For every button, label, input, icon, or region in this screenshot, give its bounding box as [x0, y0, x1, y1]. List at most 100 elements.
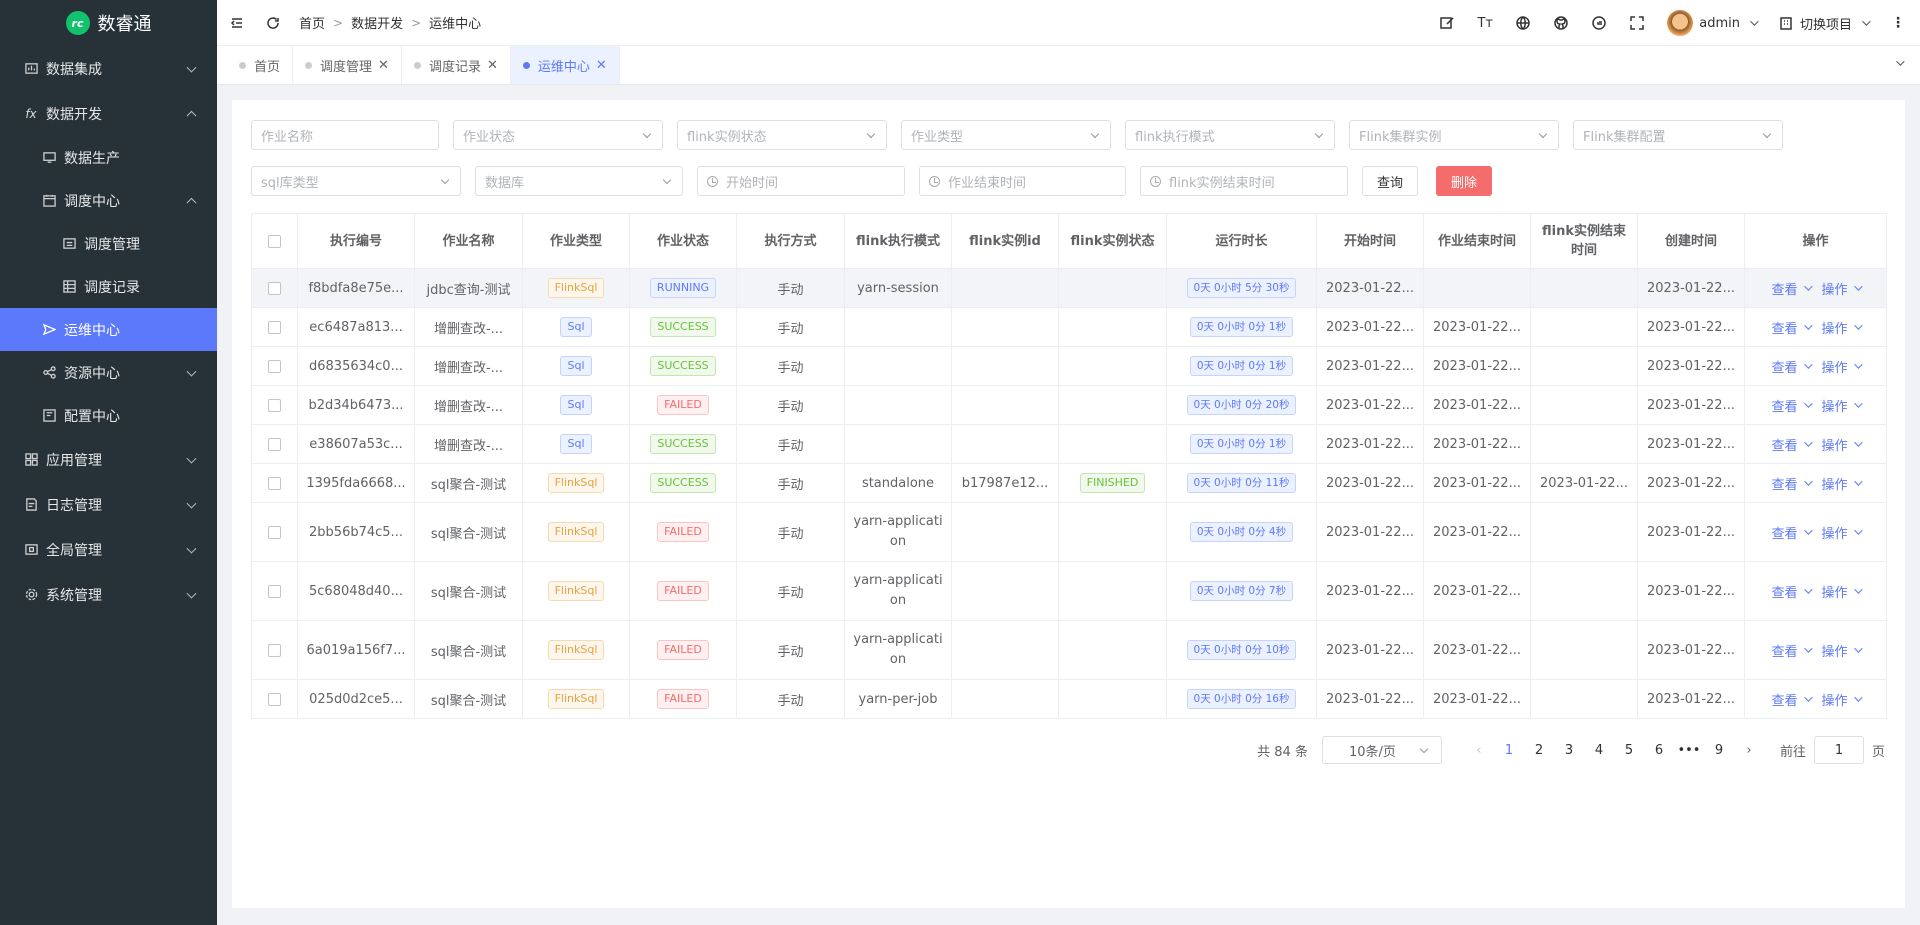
page-number[interactable]: 9: [1714, 742, 1724, 758]
query-button[interactable]: 查询: [1362, 166, 1419, 196]
actions-dropdown[interactable]: 操作: [1822, 435, 1863, 454]
sql-db-type-select[interactable]: sql库类型: [251, 166, 461, 196]
page-size-select[interactable]: 10条/页: [1321, 736, 1442, 764]
sidebar-item-config-center[interactable]: 配置中心: [0, 394, 217, 437]
language-icon[interactable]: [1515, 15, 1531, 31]
actions-dropdown[interactable]: 操作: [1822, 641, 1863, 660]
actions-dropdown[interactable]: 操作: [1822, 690, 1863, 709]
goto-page-input[interactable]: 1: [1813, 736, 1864, 764]
view-dropdown[interactable]: 查看: [1771, 435, 1813, 454]
fullscreen-icon[interactable]: [1629, 15, 1645, 31]
flink-cluster-instance-select[interactable]: Flink集群实例: [1349, 120, 1559, 150]
job-end-time-picker[interactable]: 作业结束时间: [919, 166, 1126, 196]
sidebar-item-log-manage[interactable]: 日志管理: [0, 482, 217, 527]
row-checkbox[interactable]: [268, 476, 281, 490]
breadcrumb-data-dev[interactable]: 数据开发: [351, 17, 404, 32]
job-name-input[interactable]: 作业名称: [251, 120, 439, 150]
prev-page-button[interactable]: ‹: [1476, 742, 1482, 758]
flink-instance-status-select[interactable]: flink实例状态: [677, 120, 887, 150]
collapse-menu-icon[interactable]: [229, 15, 245, 31]
breadcrumb-home[interactable]: 首页: [299, 17, 326, 32]
logo[interactable]: rc 数睿通: [0, 0, 217, 46]
select-all-cell[interactable]: [251, 213, 298, 269]
gitee-icon[interactable]: [1591, 15, 1607, 31]
database-select[interactable]: 数据库: [475, 166, 683, 196]
table-row[interactable]: b2d34b6473... 增删查改-... Sql FAILED 手动 0天 0小时 0…: [251, 385, 1887, 425]
sidebar-item-data-production[interactable]: 数据生产: [0, 136, 217, 179]
row-checkbox[interactable]: [268, 359, 281, 373]
next-page-button[interactable]: ›: [1746, 742, 1752, 758]
sidebar-item-schedule-record[interactable]: 调度记录: [0, 265, 217, 308]
close-icon[interactable]: ✕: [595, 57, 607, 73]
table-row[interactable]: d6835634c0... 增删查改-... Sql SUCCESS 手动 0天 0小时 …: [251, 346, 1887, 386]
view-dropdown[interactable]: 查看: [1771, 396, 1813, 415]
delete-button[interactable]: 删除: [1436, 166, 1493, 196]
view-dropdown[interactable]: 查看: [1771, 641, 1813, 660]
tabs-dropdown-icon[interactable]: [1896, 57, 1905, 66]
row-checkbox[interactable]: [268, 643, 281, 657]
page-number[interactable]: 5: [1624, 742, 1634, 758]
tab-schedule-record[interactable]: 调度记录 ✕: [402, 46, 511, 84]
sidebar-item-schedule-center[interactable]: 调度中心: [0, 179, 217, 222]
sidebar-item-ops-center[interactable]: 运维中心: [0, 308, 217, 351]
view-dropdown[interactable]: 查看: [1771, 279, 1813, 298]
page-number[interactable]: 4: [1594, 742, 1604, 758]
switch-project-menu[interactable]: 切换项目: [1778, 14, 1871, 33]
actions-dropdown[interactable]: 操作: [1822, 396, 1863, 415]
table-row[interactable]: 2bb56b74c5... sql聚合-测试 FlinkSql FAILED 手动 yar…: [251, 502, 1887, 562]
sidebar-item-data-integration[interactable]: 数据集成: [0, 46, 217, 91]
actions-dropdown[interactable]: 操作: [1822, 357, 1863, 376]
sidebar-item-system-manage[interactable]: 系统管理: [0, 572, 217, 617]
flink-exec-mode-select[interactable]: flink执行模式: [1125, 120, 1335, 150]
table-row[interactable]: f8bdfa8e75e... jdbc查询-测试 FlinkSql RUNNING 手动…: [251, 268, 1887, 308]
close-icon[interactable]: ✕: [486, 57, 498, 73]
table-row[interactable]: 1395fda6668... sql聚合-测试 FlinkSql SUCCESS 手动 s…: [251, 463, 1887, 503]
flink-instance-end-time-picker[interactable]: flink实例结束时间: [1140, 166, 1348, 196]
row-checkbox[interactable]: [268, 692, 281, 706]
select-all-checkbox[interactable]: [268, 234, 281, 248]
job-type-select[interactable]: 作业类型: [901, 120, 1111, 150]
close-icon[interactable]: ✕: [378, 57, 389, 73]
row-checkbox[interactable]: [268, 398, 281, 412]
page-number[interactable]: 2: [1534, 742, 1544, 758]
refresh-icon[interactable]: [265, 15, 281, 31]
view-dropdown[interactable]: 查看: [1771, 582, 1813, 601]
user-menu[interactable]: admin: [1667, 10, 1759, 36]
view-dropdown[interactable]: 查看: [1771, 318, 1813, 337]
page-number[interactable]: 1: [1504, 742, 1514, 758]
view-dropdown[interactable]: 查看: [1771, 357, 1813, 376]
page-number[interactable]: 6: [1654, 742, 1664, 758]
tab-ops-center[interactable]: 运维中心 ✕: [510, 46, 620, 84]
sidebar-item-data-dev[interactable]: fx 数据开发: [0, 91, 217, 136]
actions-dropdown[interactable]: 操作: [1822, 523, 1863, 542]
table-row[interactable]: 025d0d2ce5... sql聚合-测试 FlinkSql FAILED 手动 yar…: [251, 679, 1887, 719]
more-vertical-icon[interactable]: ⋮: [1891, 15, 1905, 31]
actions-dropdown[interactable]: 操作: [1822, 279, 1863, 298]
view-dropdown[interactable]: 查看: [1771, 690, 1813, 709]
row-checkbox[interactable]: [268, 320, 281, 334]
job-status-select[interactable]: 作业状态: [453, 120, 663, 150]
row-checkbox[interactable]: [268, 584, 281, 598]
view-dropdown[interactable]: 查看: [1771, 474, 1813, 493]
edit-icon[interactable]: [1439, 15, 1455, 31]
sidebar-item-global-manage[interactable]: 全局管理: [0, 527, 217, 572]
font-size-icon[interactable]: Tт: [1477, 15, 1493, 31]
actions-dropdown[interactable]: 操作: [1822, 318, 1863, 337]
tab-home[interactable]: 首页: [227, 46, 294, 84]
tab-schedule-manage[interactable]: 调度管理 ✕: [293, 46, 402, 84]
row-checkbox[interactable]: [268, 281, 281, 295]
actions-dropdown[interactable]: 操作: [1822, 474, 1863, 493]
table-row[interactable]: 6a019a156f7... sql聚合-测试 FlinkSql FAILED 手动 ya…: [251, 620, 1887, 680]
table-row[interactable]: e38607a53c... 增删查改-... Sql SUCCESS 手动 0天 0小时 …: [251, 424, 1887, 464]
sidebar-item-app-manage[interactable]: 应用管理: [0, 437, 217, 482]
actions-dropdown[interactable]: 操作: [1822, 582, 1863, 601]
github-icon[interactable]: [1553, 15, 1569, 31]
sidebar-item-resource-center[interactable]: 资源中心: [0, 351, 217, 394]
sidebar-item-schedule-manage[interactable]: 调度管理: [0, 222, 217, 265]
view-dropdown[interactable]: 查看: [1771, 523, 1813, 542]
table-row[interactable]: 5c68048d40... sql聚合-测试 FlinkSql FAILED 手动 yar…: [251, 561, 1887, 621]
page-number[interactable]: 3: [1564, 742, 1574, 758]
table-row[interactable]: ec6487a813... 增删查改-... Sql SUCCESS 手动 0天 0小时 …: [251, 307, 1887, 347]
start-time-picker[interactable]: 开始时间: [697, 166, 905, 196]
row-checkbox[interactable]: [268, 437, 281, 451]
